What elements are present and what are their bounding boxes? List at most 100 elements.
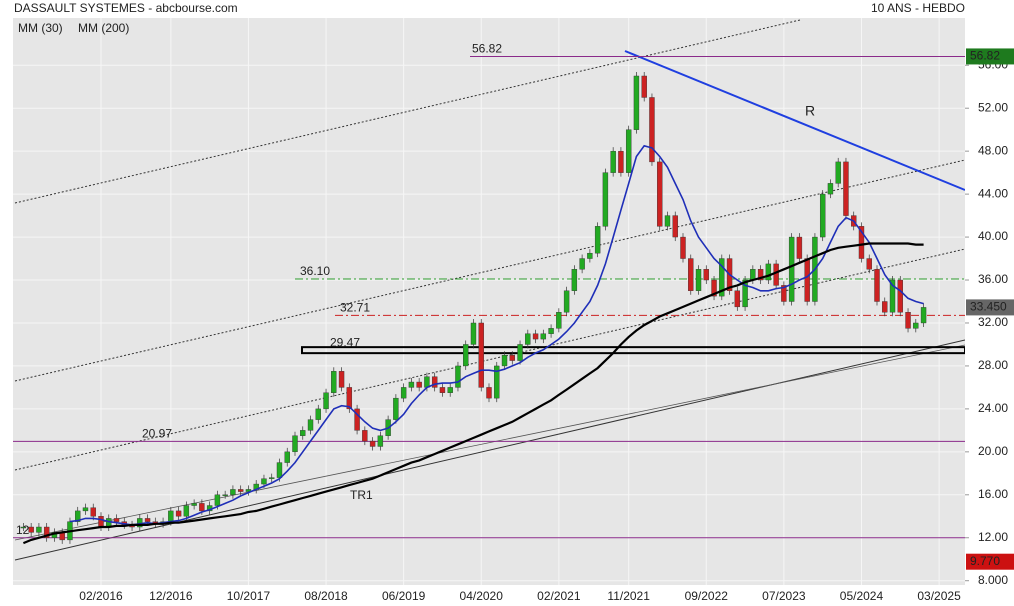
resistance-line — [624, 50, 966, 191]
y-tick-label: 8.000 — [978, 573, 1008, 587]
x-tick-label: 11/2021 — [607, 589, 650, 603]
ma-line — [22, 242, 924, 545]
plot-area — [13, 18, 965, 585]
candle — [463, 344, 469, 367]
candle — [43, 526, 50, 538]
candle — [703, 269, 709, 281]
candle — [183, 505, 190, 517]
candle — [36, 526, 42, 533]
candle — [664, 215, 671, 227]
candle — [525, 333, 531, 345]
y-tick-label: 36.00 — [978, 272, 1008, 286]
candle — [28, 526, 34, 533]
annotation: TR1 — [350, 488, 373, 502]
candle — [688, 258, 694, 291]
candle — [804, 258, 810, 302]
candle — [362, 430, 368, 442]
candle — [633, 75, 640, 130]
candle — [602, 172, 609, 227]
candle — [571, 269, 578, 291]
x-tick-label: 04/2020 — [460, 589, 504, 603]
level-label: 29.47 — [330, 335, 360, 349]
y-tick-label: 16.00 — [978, 487, 1008, 501]
candle — [354, 408, 360, 431]
candle — [742, 279, 748, 308]
candle — [827, 183, 834, 195]
candle — [144, 518, 151, 522]
candle — [292, 435, 298, 453]
level-label: 32.71 — [340, 301, 370, 315]
candle — [618, 150, 624, 173]
price-marker-label: 56.82 — [970, 49, 1000, 63]
price-marker — [966, 299, 1014, 316]
support-line — [14, 344, 966, 541]
candle — [191, 503, 197, 506]
candles — [20, 71, 927, 544]
candle — [237, 489, 244, 492]
candle — [610, 150, 616, 173]
legend-entry: MM (200) — [78, 21, 129, 35]
x-tick-label: 09/2022 — [685, 589, 729, 603]
candle — [882, 301, 888, 313]
candle — [866, 258, 872, 270]
y-tick-label: 44.00 — [978, 186, 1008, 200]
candle — [470, 322, 477, 345]
candle — [82, 507, 89, 512]
candle — [649, 97, 655, 163]
candle — [307, 419, 314, 431]
candle — [563, 290, 570, 313]
candle — [858, 226, 865, 259]
price-marker-label: 33.450 — [970, 300, 1007, 314]
candle — [494, 365, 500, 399]
candle — [315, 408, 321, 420]
candle — [300, 430, 306, 436]
candle — [532, 333, 539, 340]
x-tick-label: 02/2016 — [79, 589, 123, 603]
candle — [695, 269, 702, 291]
candle — [587, 252, 593, 259]
candle — [199, 503, 205, 512]
candle — [781, 285, 787, 302]
candle — [889, 279, 896, 313]
annotation: R — [805, 103, 815, 119]
candle — [509, 354, 515, 361]
grid — [13, 18, 965, 585]
candle — [734, 290, 741, 308]
candle — [478, 322, 484, 388]
candle — [168, 510, 174, 522]
y-tick-label: 48.00 — [978, 143, 1008, 157]
candle — [556, 312, 562, 329]
candle — [393, 397, 399, 420]
legend-entry: MM (30) — [18, 21, 63, 35]
candle — [276, 462, 283, 478]
candle — [680, 236, 686, 259]
candle — [98, 516, 104, 528]
candle — [214, 494, 221, 506]
candle — [920, 307, 927, 324]
candle — [346, 387, 353, 410]
price-marker — [966, 48, 1014, 65]
candle — [261, 478, 267, 485]
candle — [579, 258, 585, 270]
channel-line — [14, 159, 966, 382]
x-tick-label: 10/2017 — [227, 589, 271, 603]
candle — [455, 365, 461, 388]
x-tick-label: 08/2018 — [304, 589, 348, 603]
candle — [486, 387, 492, 399]
y-tick-label: 28.00 — [978, 358, 1008, 372]
candle — [819, 193, 826, 238]
moving-averages — [22, 144, 924, 545]
candle — [447, 387, 453, 393]
candle — [400, 387, 407, 399]
candle — [548, 328, 554, 334]
x-tick-label: 05/2024 — [840, 589, 884, 603]
x-tick-label: 06/2019 — [382, 589, 426, 603]
candle — [424, 376, 430, 388]
candle — [284, 451, 290, 463]
candle — [338, 371, 345, 388]
level-label: 56.82 — [472, 42, 502, 56]
candle — [90, 507, 96, 517]
candle — [625, 129, 632, 173]
ma-line — [69, 144, 924, 526]
